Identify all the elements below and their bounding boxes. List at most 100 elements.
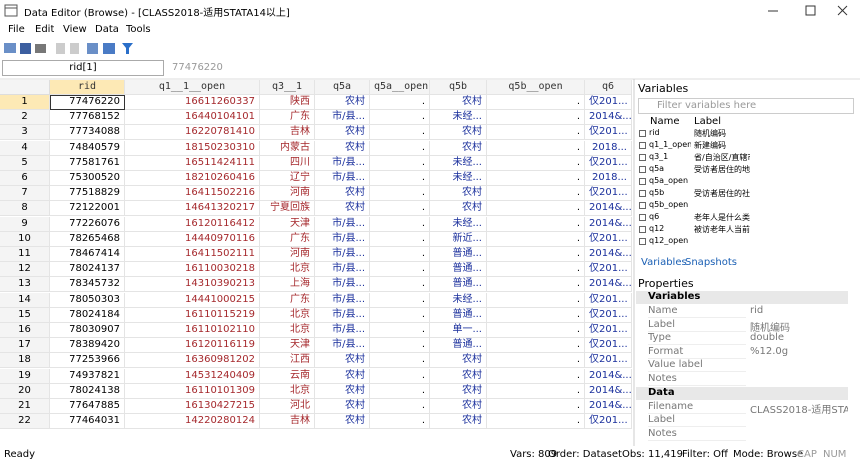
cell: 78050303 [50,292,125,308]
variable-name: q5b_open [649,200,689,209]
cell: 仅201... [585,95,632,110]
checkbox [639,226,646,233]
menu-item[interactable]: Data [95,24,119,35]
cell: 78024184 [50,307,125,323]
menu-item[interactable]: File [8,24,25,35]
variable-name: q5a [649,164,665,173]
cell: 新近... [430,231,487,247]
cell: 16130427215 [125,399,260,414]
cell: 市/县... [315,277,370,293]
property-key: Type [648,332,746,346]
cell: 河南 [260,186,315,202]
cell: 74840579 [50,140,125,156]
row-number: 15 [0,307,50,323]
cell: 仅201... [585,262,632,278]
cell: 77768152 [50,110,125,126]
cell: 市/县... [315,307,370,323]
column-header: q5a__open [370,80,430,95]
property-key: Format [648,346,746,359]
row-number: 10 [0,231,50,247]
cell: 75300520 [50,171,125,186]
panel-tab[interactable]: Snapshots [685,257,737,268]
cell: 农村 [430,95,487,110]
column-header: q6 [585,80,632,95]
variable-label: 省/自治区/直辖市... [694,153,750,162]
cell: 14641320217 [125,201,260,217]
row-number: 2 [0,110,50,126]
cell: . [370,125,430,141]
cell: . [370,140,430,156]
cell: . [487,247,585,262]
variable-name: q12 [649,224,665,233]
cell: . [487,399,585,414]
cell: 农村 [430,383,487,399]
cell: 农村 [315,95,370,110]
cell: . [487,292,585,308]
cell: . [487,323,585,338]
cell: 农村 [430,201,487,217]
cell: 16110030218 [125,262,260,278]
row-number: 3 [0,125,50,141]
cell: . [370,201,430,217]
variable-name: q5a_open [649,176,689,185]
cell: 仅201... [585,414,632,430]
property-value: double [750,332,785,344]
status-item: Mode: Browse [733,449,804,460]
cell: 16411502216 [125,186,260,202]
variable-label: 随机编码 [694,129,726,138]
status-item: CAP [797,449,817,460]
column-header: q5b [430,80,487,95]
cell: 78024137 [50,262,125,278]
data-grid: rid q1__1__open q3__1 q5a q5a__open q5b q5b__o… [0,80,634,446]
row-number: 16 [0,323,50,338]
cell: 上海 [260,277,315,293]
cell: . [370,399,430,414]
column-header: q5a [315,80,370,95]
cell: 普通... [430,277,487,293]
cell: . [370,262,430,278]
window-title: Data Editor (Browse) - [CLASS2018-适用STAT… [24,8,290,19]
cell: 14531240409 [125,368,260,384]
cell: . [370,155,430,171]
column-header: q5b__open [487,80,585,95]
panel-tab[interactable]: Variables [641,257,687,268]
row-number: 17 [0,338,50,354]
cell: 仅201... [585,155,632,171]
cell: 农村 [430,353,487,369]
cell: 16110115219 [125,307,260,323]
row-number: 21 [0,399,50,414]
cell: 16440104101 [125,110,260,126]
cell: 16110101309 [125,383,260,399]
row-number: 7 [0,186,50,202]
cell: . [487,186,585,202]
cell: 2018... [585,140,632,156]
menu-item[interactable]: View [63,24,87,35]
cell: 未经... [430,155,487,171]
cell: 仅201... [585,186,632,202]
cell: 广东 [260,292,315,308]
cell: 16120116119 [125,338,260,354]
cell: 77518829 [50,186,125,202]
cell: . [370,247,430,262]
cell: . [487,307,585,323]
cell: . [370,292,430,308]
cell: 78389420 [50,338,125,354]
cell: 仅201... [585,353,632,369]
cell: . [487,216,585,232]
menu-item[interactable]: Tools [126,24,151,35]
cell: . [487,368,585,384]
cell: 74937821 [50,368,125,384]
variable-name: q3_1 [649,152,669,161]
cell: 农村 [315,383,370,399]
cell: 2014&... [585,277,632,293]
header-corner [0,80,50,95]
cell: 2014&... [585,247,632,262]
menu-item[interactable]: Edit [35,24,55,35]
row-number: 4 [0,140,50,156]
cell: 77464031 [50,414,125,430]
status-text: Ready [4,449,36,460]
cell: 市/县... [315,110,370,126]
cell: . [370,110,430,126]
variable-label: 受访者居住的社区... [694,189,750,198]
